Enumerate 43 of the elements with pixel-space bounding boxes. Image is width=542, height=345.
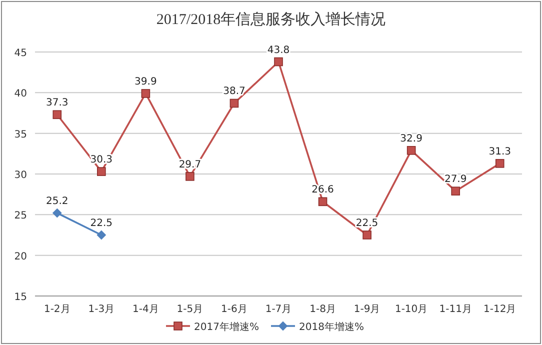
point	[451, 186, 460, 196]
x-tick-label: 1-12月	[484, 304, 516, 315]
point	[362, 230, 372, 240]
y-tick-label: 15	[14, 292, 27, 303]
data-label: 38.7	[223, 86, 246, 98]
x-tick-label: 1-3月	[88, 304, 115, 315]
y-tick-label: 35	[14, 129, 27, 140]
x-tick-label: 1-6月	[221, 304, 248, 315]
x-tick-label: 1-2月	[44, 304, 70, 315]
point	[52, 208, 62, 218]
data-label: 27.9	[444, 174, 467, 186]
data-label: 32.9	[400, 133, 422, 144]
point	[96, 230, 106, 240]
point	[186, 172, 194, 181]
y-tick-label: 45	[14, 48, 27, 59]
x-tick-label: 1-4月	[132, 304, 159, 315]
point	[274, 57, 283, 66]
data-label: 43.8	[267, 44, 290, 56]
point	[141, 89, 150, 98]
chart-title: 2017/2018年信息服务收入增长情况	[156, 11, 386, 28]
x-tick-label: 1-5月	[176, 304, 204, 315]
point	[318, 197, 328, 206]
point	[230, 98, 239, 108]
data-label: 22.5	[90, 218, 113, 229]
x-tick-label: 1-10月	[394, 304, 428, 315]
x-tick-label: 1-7月	[265, 304, 292, 315]
point	[495, 159, 504, 168]
x-tick-label: 1-8月	[310, 304, 336, 315]
point	[97, 167, 106, 176]
point	[406, 146, 416, 155]
data-label: 31.3	[488, 146, 511, 158]
y-tick-label: 40	[14, 88, 27, 100]
y-tick-label: 20	[14, 251, 27, 262]
y-tick-label: 25	[14, 210, 27, 222]
data-label: 39.9	[134, 76, 157, 88]
legend-label: 2018年增速%	[299, 321, 364, 333]
point	[52, 110, 62, 120]
y-tick-label: 30	[14, 170, 27, 181]
data-label: 25.2	[46, 196, 68, 208]
legend-label: 2017年增速%	[194, 321, 259, 333]
x-tick-label: 1-9月	[354, 304, 380, 315]
data-label: 37.3	[46, 98, 68, 109]
x-tick-label: 1-11月	[439, 304, 472, 315]
